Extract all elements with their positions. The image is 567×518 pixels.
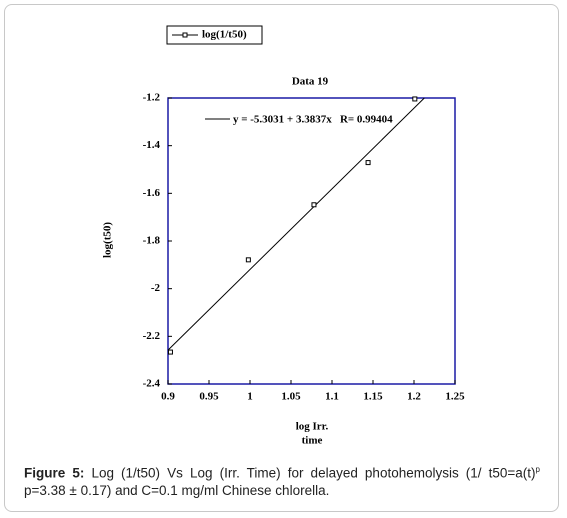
plot-frame	[167, 97, 456, 385]
y-tick-label: -2.4	[143, 378, 161, 390]
x-tick-label: 1.1	[325, 391, 339, 403]
x-tick-label: 0.9	[161, 391, 175, 403]
y-tick-label: -1.6	[143, 187, 161, 199]
annotation: y = -5.3031 + 3.3837x R= 0.99404	[233, 114, 393, 126]
y-tick-label: -2.2	[143, 330, 161, 342]
data-point	[412, 96, 418, 102]
data-point	[167, 349, 173, 355]
y-tick-label: -1.4	[143, 139, 161, 151]
x-axis-label: log Irr.	[296, 421, 329, 433]
caption-label: Figure 5:	[24, 465, 85, 481]
y-tick-label: -2	[151, 282, 161, 294]
y-tick-label: -1.8	[143, 235, 161, 247]
data-point	[311, 202, 317, 208]
chart: Data 19 y = -5.3031 + 3.3837x R= 0.99404…	[102, 25, 465, 447]
legend-box	[166, 25, 263, 45]
figure-frame	[4, 4, 559, 512]
x-tick-label: 1.05	[281, 391, 301, 403]
y-tick-label: -1.2	[143, 92, 161, 104]
x-tick-label: 1.2	[407, 391, 421, 403]
x-tick-label: 1.15	[363, 391, 383, 403]
y-axis-label: log(t50)	[102, 222, 114, 258]
trendline	[167, 97, 425, 351]
caption: Figure 5: Log (1/t50) Vs Log (Irr. Time)…	[24, 461, 540, 499]
x-axis-label: time	[302, 435, 323, 447]
chart-title: Data 19	[292, 76, 329, 88]
caption-text: p=3.38 ± 0.17) and C=0.1 mg/ml Chinese c…	[24, 482, 330, 498]
x-tick-label: 1.25	[445, 391, 465, 403]
data-point	[245, 257, 251, 263]
caption-text: Log (1/t50) Vs Log (Irr. Time) for delay…	[91, 465, 536, 481]
legend-marker	[182, 32, 188, 38]
caption-superscript: p	[535, 465, 540, 474]
x-tick-label: 0.95	[199, 391, 219, 403]
x-tick-label: 1	[247, 391, 253, 403]
data-point	[365, 160, 371, 166]
legend-label: log(1/t50)	[202, 29, 247, 41]
